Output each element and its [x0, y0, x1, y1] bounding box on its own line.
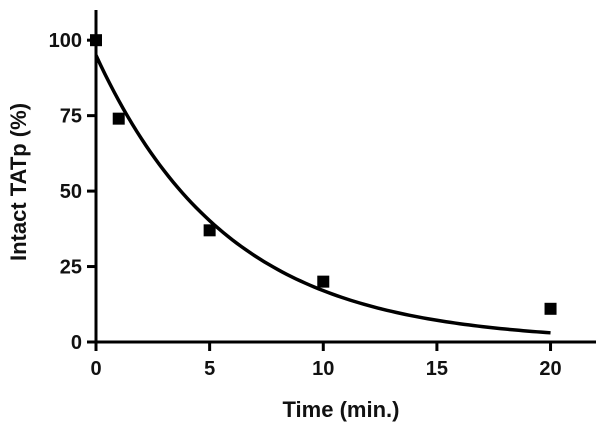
data-point — [90, 34, 102, 47]
y-tick-label: 100 — [49, 30, 82, 52]
data-point — [203, 224, 216, 237]
data-point — [544, 302, 557, 315]
y-tick-label: 50 — [60, 181, 82, 203]
fit-curve — [94, 54, 551, 335]
x-tick-label: 5 — [204, 358, 215, 380]
x-tick-label: 15 — [426, 358, 448, 380]
plot-area: 0 25 50 75 100 0 5 10 15 20 — [49, 10, 596, 380]
y-tick-label: 0 — [71, 332, 82, 354]
x-tick-label: 0 — [90, 358, 101, 380]
x-axis-title: Time (min.) — [283, 397, 400, 422]
data-point — [112, 112, 125, 125]
x-tick-label: 20 — [539, 358, 561, 380]
x-tick-label: 10 — [312, 358, 334, 380]
x-ticks: 0 5 10 15 20 — [90, 342, 562, 380]
y-tick-label: 25 — [60, 257, 82, 279]
data-points — [90, 34, 557, 315]
y-tick-label: 75 — [60, 106, 82, 128]
y-ticks: 0 25 50 75 100 — [49, 30, 96, 354]
data-point — [317, 275, 330, 288]
y-axis-title: Intact TATp (%) — [6, 103, 31, 261]
